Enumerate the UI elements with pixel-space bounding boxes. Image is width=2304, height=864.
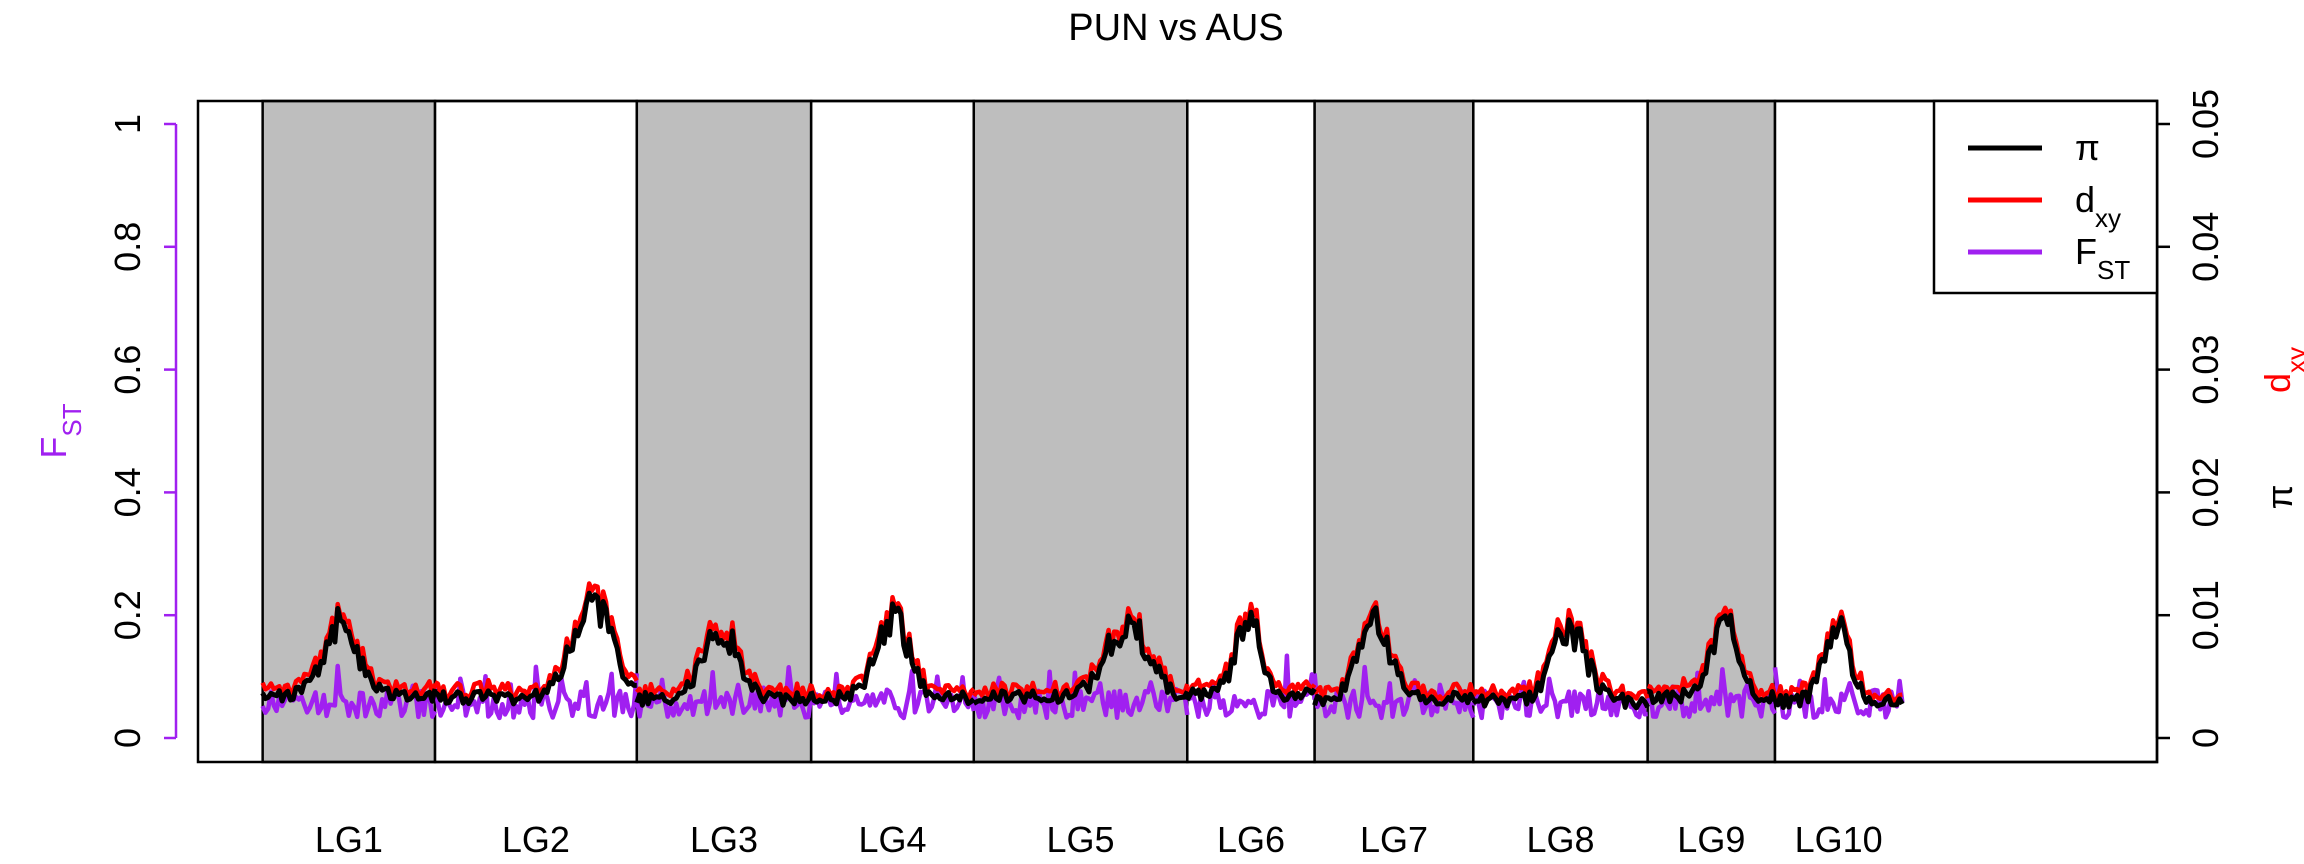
lg-label-lg4: LG4: [858, 819, 926, 860]
lg-label-lg8: LG8: [1526, 819, 1594, 860]
left-axis-title: FST: [33, 403, 87, 458]
series-line-fst: [260, 653, 1905, 721]
band-lg7: [1313, 99, 1475, 764]
linkage-group-bands: [261, 99, 2159, 764]
legend-label-fst: FST: [2075, 231, 2130, 285]
right-tick-label: 0.02: [2185, 457, 2226, 527]
lg-label-lg1: LG1: [315, 819, 383, 860]
right-axis-dxy-pi: 0 0.01 0.02 0.03 0.04 0.05 dxy π: [2155, 89, 2304, 748]
left-tick-label: 0.6: [107, 345, 148, 395]
legend-label-pi: π: [2075, 127, 2100, 168]
band-lg4: [809, 99, 976, 764]
lg-label-lg2: LG2: [502, 819, 570, 860]
legend-label-dxy: dxy: [2075, 179, 2121, 233]
right-tick-label: 0.03: [2185, 335, 2226, 405]
right-axis-title-dxy: dxy: [2257, 347, 2304, 393]
right-tick-label: 0.05: [2185, 89, 2226, 159]
left-tick-label: 0.4: [107, 467, 148, 517]
series-line-pi: [260, 590, 1905, 711]
left-axis-fst: 0 0.2 0.4 0.6 0.8 1 FST: [33, 114, 178, 748]
chart-title: PUN vs AUS: [1068, 7, 1283, 49]
series-lines: [260, 581, 1905, 721]
left-tick-label: 1: [107, 114, 148, 134]
band-lg3: [635, 99, 813, 764]
linkage-group-labels: LG1 LG2 LG3 LG4 LG5 LG6 LG7 LG8 LG9 LG10: [315, 819, 1883, 860]
right-tick-label: 0: [2185, 728, 2226, 748]
left-tick-label: 0.8: [107, 222, 148, 272]
right-axis-title-pi: π: [2259, 485, 2300, 510]
band-lg8: [1472, 99, 1649, 764]
lg-label-lg6: LG6: [1217, 819, 1285, 860]
series-line-dxy: [260, 581, 1903, 706]
left-tick-label: 0: [107, 728, 148, 748]
band-lg2: [433, 99, 639, 764]
lg-label-lg5: LG5: [1047, 819, 1115, 860]
right-tick-label: 0.04: [2185, 212, 2226, 282]
band-lg9: [1646, 99, 1777, 764]
lg-label-lg7: LG7: [1360, 819, 1428, 860]
band-lg5: [972, 99, 1189, 764]
lg-label-lg3: LG3: [690, 819, 758, 860]
band-lg6: [1186, 99, 1316, 764]
lg-label-lg9: LG9: [1677, 819, 1745, 860]
legend-box: [1932, 99, 2159, 295]
right-tick-label: 0.01: [2185, 580, 2226, 650]
lg-label-lg10: LG10: [1795, 819, 1883, 860]
band-lg1: [261, 99, 437, 764]
left-tick-label: 0.2: [107, 590, 148, 640]
